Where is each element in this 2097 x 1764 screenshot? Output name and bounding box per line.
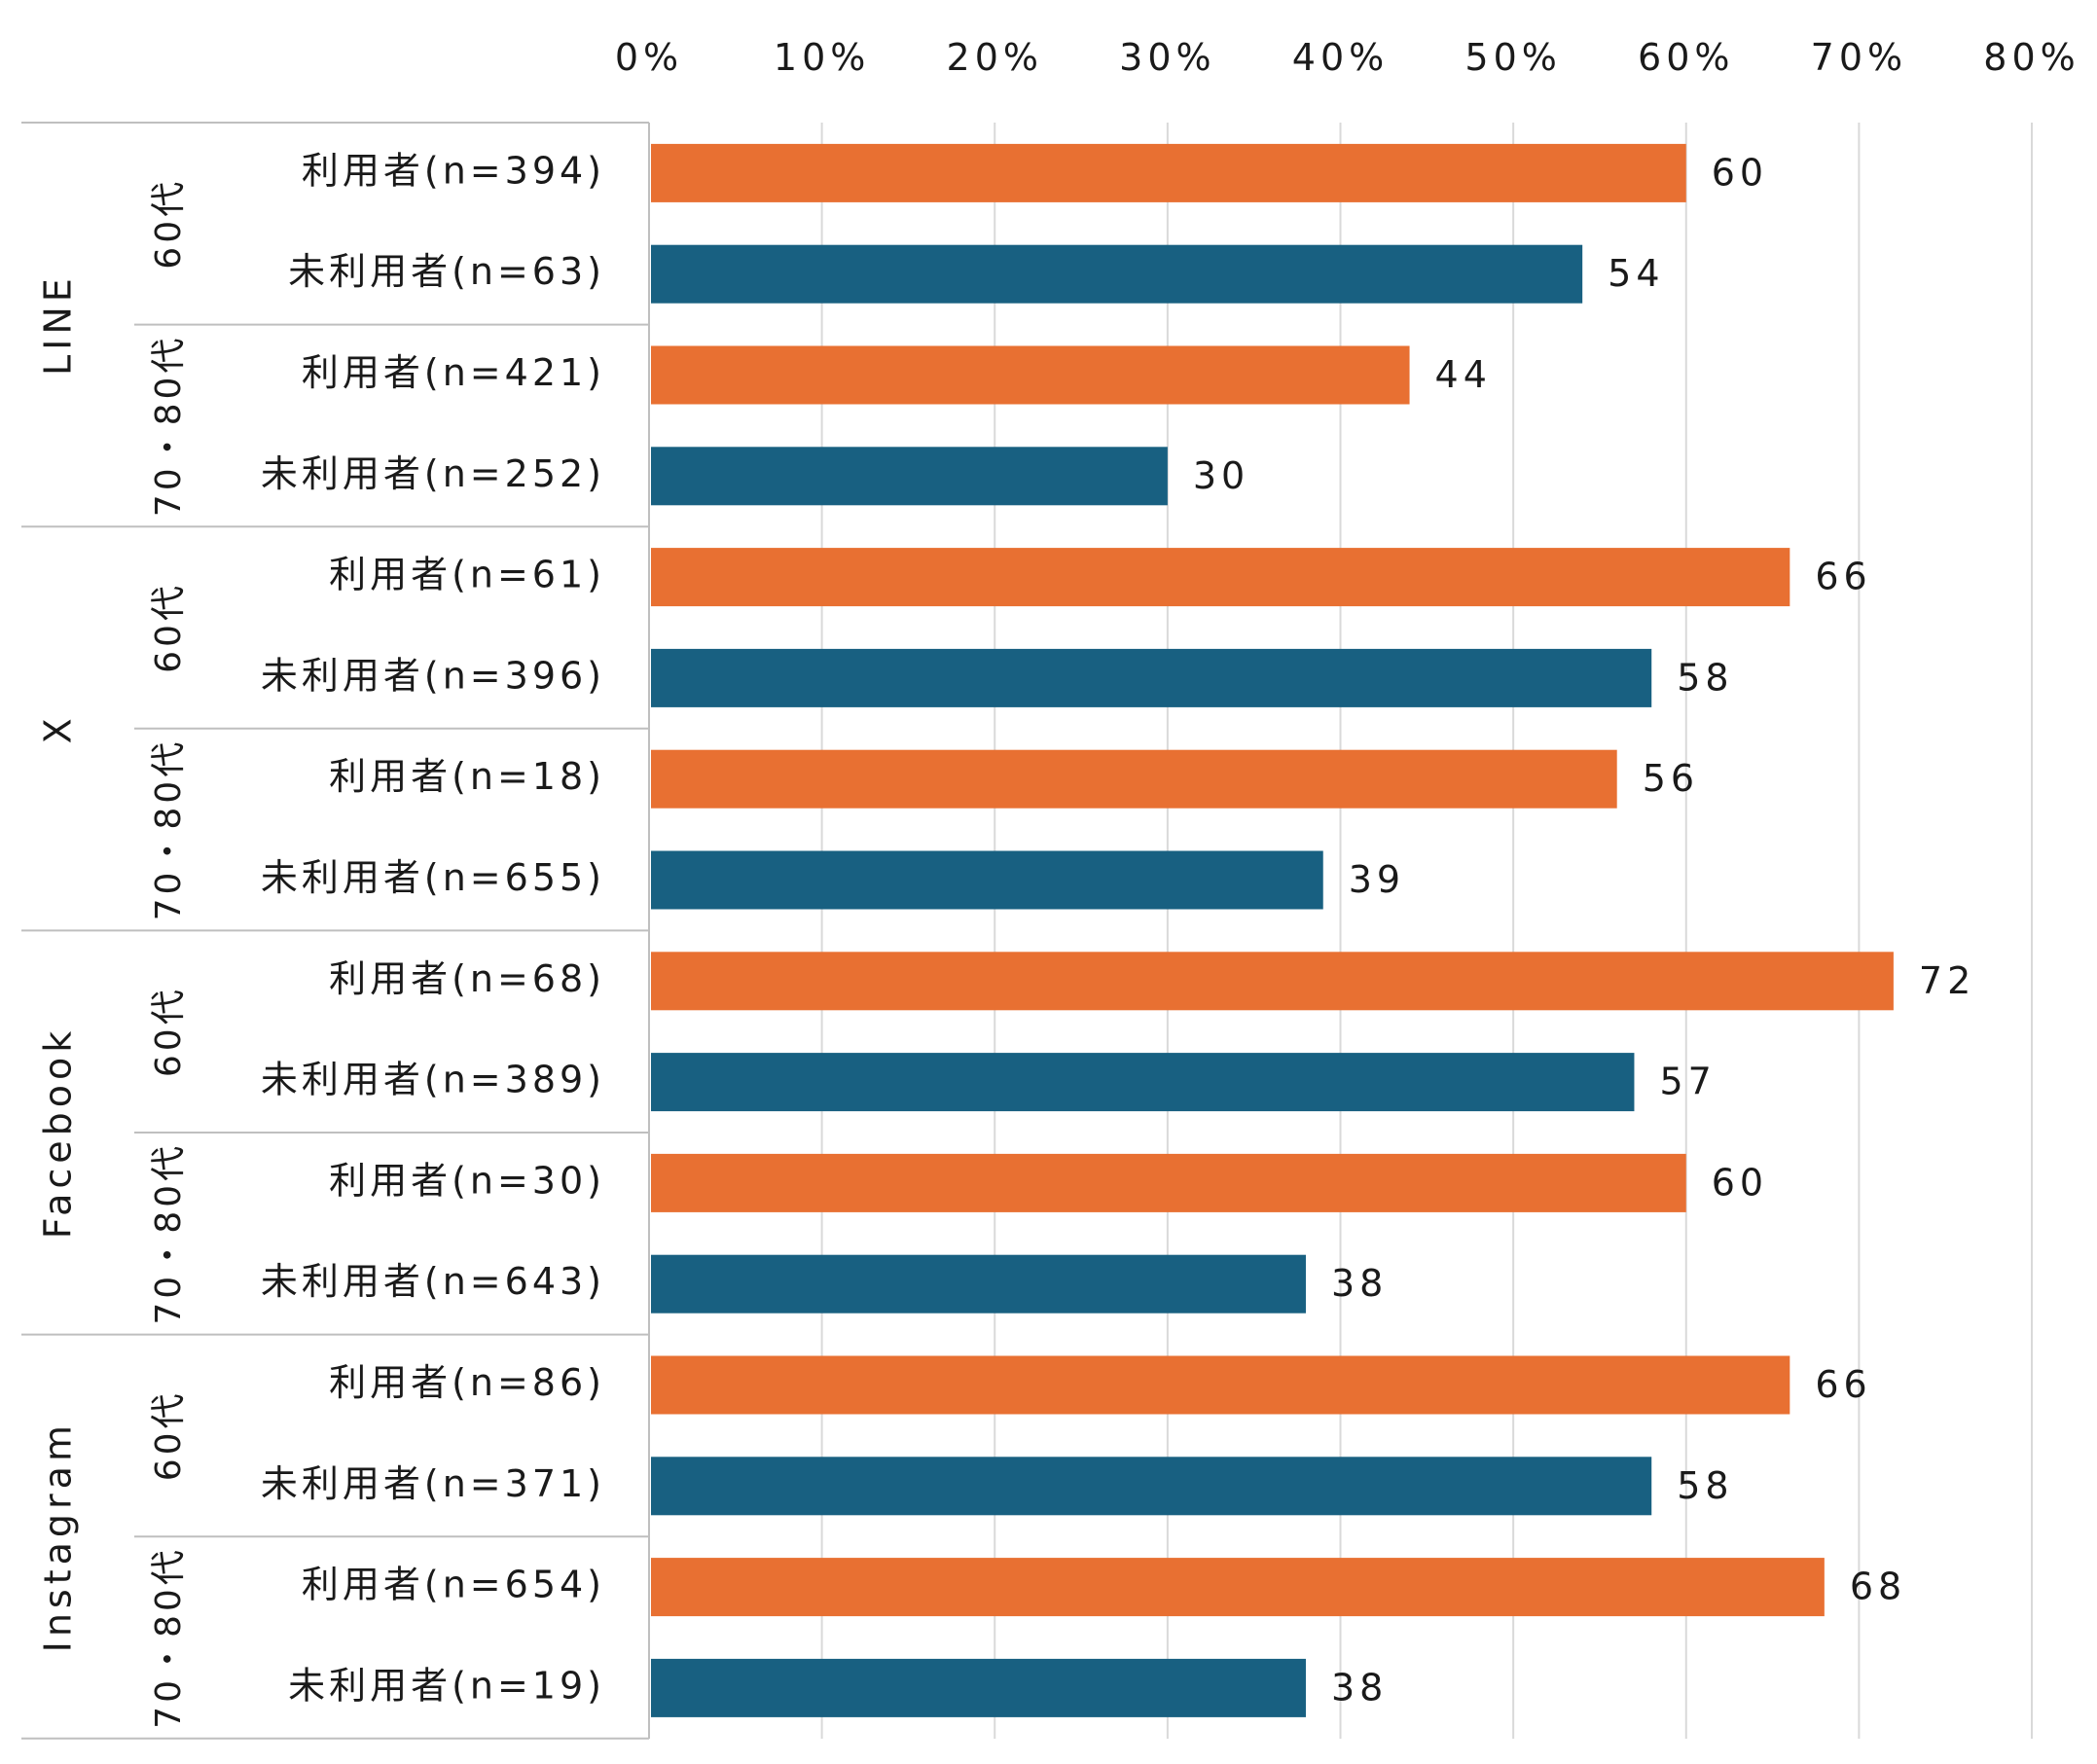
bar-value-label: 39 bbox=[1349, 858, 1405, 901]
data-labels: 60 54 44 30 66 58 56 39 72 57 60 38 66 58 68 38 bbox=[1193, 151, 1975, 1709]
x-tick-label: 40% bbox=[1292, 36, 1389, 79]
x-tick-label: 60% bbox=[1638, 36, 1734, 79]
bar-category-label: 未利用者(n=252) bbox=[261, 452, 605, 495]
age-group-label: 70・80代 bbox=[149, 1546, 189, 1729]
bar-category-label: 利用者(n=394) bbox=[302, 149, 605, 192]
bar-value-label: 68 bbox=[1850, 1566, 1906, 1608]
bar-category-label: 利用者(n=421) bbox=[302, 351, 605, 394]
platform-label: X bbox=[37, 713, 80, 743]
x-tick-label: 50% bbox=[1464, 36, 1561, 79]
bar-value-label: 66 bbox=[1815, 1363, 1871, 1406]
bar-user bbox=[651, 345, 1410, 405]
age-group-label: 60代 bbox=[149, 986, 189, 1077]
age-group-label: 60代 bbox=[149, 582, 189, 673]
bar-user bbox=[651, 1558, 1825, 1617]
bar-category-label: 未利用者(n=643) bbox=[261, 1260, 605, 1303]
bar-category-label: 利用者(n=654) bbox=[302, 1564, 605, 1606]
bar-category-label: 利用者(n=18) bbox=[329, 755, 605, 798]
x-tick-label: 80% bbox=[1983, 36, 2079, 79]
bar-value-label: 60 bbox=[1712, 151, 1768, 194]
bar-user bbox=[651, 1355, 1790, 1415]
bar-value-label: 66 bbox=[1815, 556, 1871, 598]
bar-category-label: 利用者(n=30) bbox=[329, 1159, 605, 1202]
bar-user bbox=[651, 952, 1894, 1011]
bar-category-label: 利用者(n=68) bbox=[329, 957, 605, 1000]
bar-category-label: 未利用者(n=389) bbox=[261, 1059, 605, 1101]
bar-nonuser bbox=[651, 1457, 1652, 1516]
bar-value-label: 60 bbox=[1712, 1161, 1768, 1204]
age-group-label: 70・80代 bbox=[149, 738, 189, 921]
x-tick-label: 30% bbox=[1119, 36, 1215, 79]
bar-category-label: 未利用者(n=396) bbox=[261, 654, 605, 697]
platform-label: Facebook bbox=[37, 1026, 80, 1240]
bar-nonuser bbox=[651, 1658, 1306, 1717]
age-group-label: 70・80代 bbox=[149, 335, 189, 518]
bar-value-label: 44 bbox=[1435, 353, 1492, 396]
age-group-label: 60代 bbox=[149, 1389, 189, 1481]
bar-value-label: 54 bbox=[1608, 252, 1664, 295]
bar-nonuser bbox=[651, 1254, 1306, 1314]
bar-nonuser bbox=[651, 648, 1652, 707]
bar-value-label: 38 bbox=[1331, 1262, 1388, 1305]
bar-nonuser bbox=[651, 447, 1168, 506]
platform-label: LINE bbox=[37, 273, 80, 376]
x-axis-tick-labels: 0% 10% 20% 30% 40% 50% 60% 70% 80% bbox=[615, 36, 2079, 79]
bars bbox=[651, 143, 1894, 1717]
age-group-label: 70・80代 bbox=[149, 1142, 189, 1325]
bar-category-label: 未利用者(n=63) bbox=[288, 250, 605, 293]
bar-user bbox=[651, 1153, 1686, 1212]
age-group-label: 60代 bbox=[149, 178, 189, 270]
bar-nonuser bbox=[651, 1053, 1635, 1112]
bar-value-label: 58 bbox=[1677, 1464, 1733, 1507]
bar-value-label: 30 bbox=[1193, 454, 1249, 497]
bar-category-label: 未利用者(n=19) bbox=[288, 1664, 605, 1707]
bar-user bbox=[651, 143, 1686, 202]
bar-value-label: 72 bbox=[1919, 959, 1975, 1002]
bar-value-label: 57 bbox=[1659, 1061, 1716, 1103]
platform-label: Instagram bbox=[37, 1421, 80, 1652]
bar-user bbox=[651, 749, 1617, 809]
bar-value-label: 58 bbox=[1677, 656, 1733, 699]
x-tick-label: 70% bbox=[1811, 36, 1907, 79]
bar-nonuser bbox=[651, 850, 1323, 910]
category-frame bbox=[21, 122, 650, 1740]
bar-category-label: 利用者(n=61) bbox=[329, 554, 605, 596]
bar-value-label: 38 bbox=[1331, 1666, 1388, 1709]
bar-user bbox=[651, 548, 1790, 607]
bar-category-label: 未利用者(n=655) bbox=[261, 856, 605, 899]
bar-value-label: 56 bbox=[1643, 757, 1699, 800]
bar-category-label: 未利用者(n=371) bbox=[261, 1462, 605, 1505]
bar-nonuser bbox=[651, 244, 1583, 304]
x-tick-label: 0% bbox=[615, 36, 683, 79]
bar-category-label: 利用者(n=86) bbox=[329, 1361, 605, 1404]
x-tick-label: 20% bbox=[947, 36, 1043, 79]
x-tick-label: 10% bbox=[774, 36, 870, 79]
category-labels: LINE 60代 利用者(n=394) 未利用者(n=63) 70・80代 利用者(n=4… bbox=[37, 149, 605, 1729]
